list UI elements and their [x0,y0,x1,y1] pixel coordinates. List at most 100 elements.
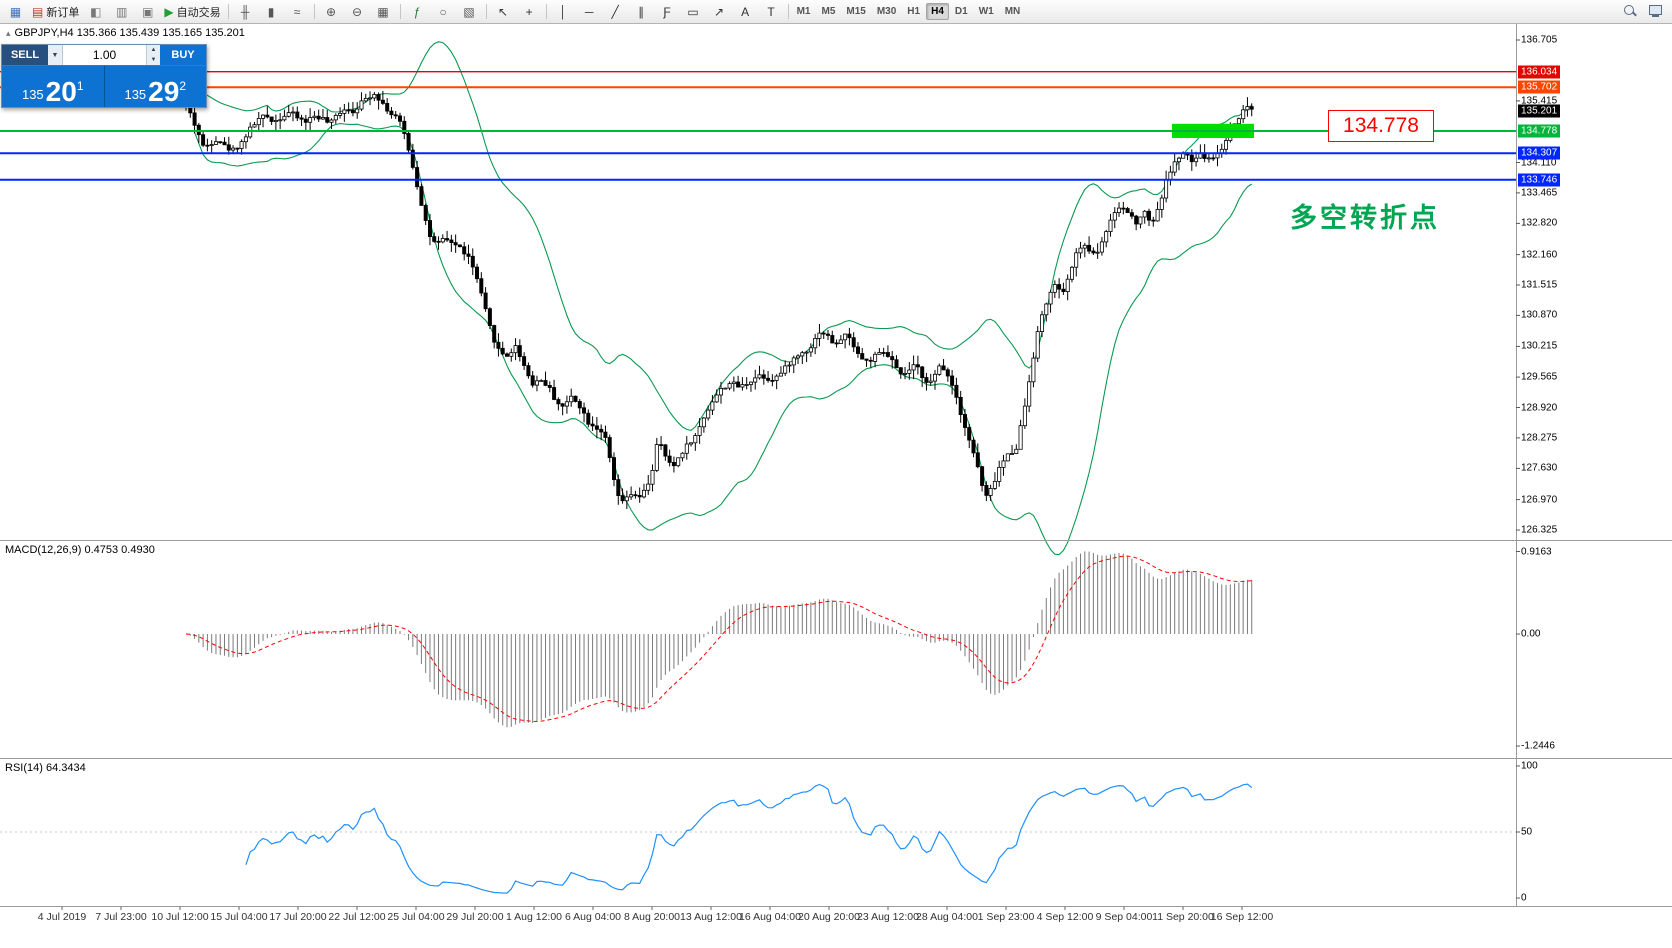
timeframe-m15-button[interactable]: M15 [846,6,866,17]
price-tick-label: 135.415 [1521,95,1558,107]
autotrading-button[interactable]: ▶ 自动交易 [161,2,223,21]
shapes-icon[interactable]: ▭ [681,2,706,21]
one-click-trade-panel[interactable]: SELL ▼ ▲ ▼ BUY 135 20 1 135 29 2 [1,44,207,108]
periods-icon-glyph: ○ [439,4,447,19]
new-order-button[interactable]: ▤ 新订单 [29,2,82,21]
time-axis-label: 23 Aug 12:00 [857,911,919,923]
charts-window-icon-glyph: ◧ [90,4,102,19]
text-icon[interactable]: A [733,2,758,21]
timeframe-h1-button[interactable]: H1 [907,6,921,17]
volume-step-up-icon[interactable]: ▲ [150,47,157,53]
timeframe-h4-button[interactable]: H4 [926,3,949,20]
time-axis-label: 7 Jul 23:00 [95,911,147,923]
terminal-icon[interactable]: ▣ [135,2,160,21]
volume-input[interactable] [63,45,146,65]
toolbar-right-icons [1623,4,1669,19]
channel-icon[interactable]: ∥ [629,2,654,21]
sell-price-big: 20 [45,76,77,108]
search-icon-circle [1624,5,1634,15]
toolbar-separator [227,4,229,19]
trade-panel-top-row: SELL ▼ ▲ ▼ BUY [2,45,206,66]
toolbar-separator [545,4,547,19]
timeframe-w1-button[interactable]: W1 [978,6,994,17]
price-callout-box[interactable]: 134.778 [1328,110,1434,142]
periods-icon[interactable]: ○ [431,2,456,21]
fibonacci-icon-glyph: Ƒ [663,4,671,19]
line-chart-icon[interactable]: ≈ [285,2,310,21]
zoom-out-icon[interactable]: ⊖ [345,2,370,21]
buy-button[interactable]: BUY [160,45,206,65]
timeframe-d1-button[interactable]: D1 [954,6,968,17]
vertical-line-icon-glyph: │ [559,4,567,19]
price-tick-label: 134.110 [1521,157,1557,168]
market-watch-icon[interactable]: ▥ [109,2,134,21]
vertical-line-icon[interactable]: │ [551,2,576,21]
sell-button[interactable]: SELL [2,45,48,65]
sell-price-display[interactable]: 135 20 1 [2,66,105,107]
rsi-axis-label: 50 [1521,826,1533,838]
macd-indicator-label: MACD(12,26,9) 0.4753 0.4930 [5,544,155,556]
time-axis-label: 1 Sep 23:00 [977,911,1035,923]
tile-windows-icon[interactable]: ▦ [371,2,396,21]
trendline-icon[interactable]: ╱ [603,2,628,21]
horizontal-line-icon[interactable]: ─ [577,2,602,21]
time-axis-label: 28 Aug 04:00 [916,911,978,923]
time-axis-label: 20 Aug 20:00 [798,911,860,923]
ohlc-text: GBPJPY,H4 135.366 135.439 135.165 135.20… [14,27,245,39]
ohlc-header: ▴ GBPJPY,H4 135.366 135.439 135.165 135.… [6,27,245,39]
new-order-button-label: 新订单 [46,6,80,19]
volume-dropdown-button[interactable]: ▼ [48,45,63,65]
arrows-icon[interactable]: ↗ [707,2,732,21]
text-label-icon[interactable]: T [759,2,784,21]
price-line-label: 135.702 [1518,80,1561,94]
volume-step-down-icon[interactable]: ▼ [150,57,157,63]
trendline-icon-glyph: ╱ [611,4,619,19]
fibonacci-icon[interactable]: Ƒ [655,2,680,21]
zoom-in-icon[interactable]: ⊕ [319,2,344,21]
timeframe-mn-button[interactable]: MN [1004,6,1021,17]
price-tick-label: 133.465 [1521,187,1558,199]
search-icon-handle [1632,11,1637,17]
text-label-icon-glyph: T [767,4,775,19]
timeframe-m30-button[interactable]: M30 [876,6,897,17]
toolbar-buttons: ▦ ▤ 新订单 ◧ ▥ ▣ ▶ 自动交易 ╫ ▮ ≈ ⊕ ⊖ ▦ ƒ ○ ▧ ↖ + │ ─ ╱ ∥ Ƒ ▭ ↗ A T [3,2,792,21]
crosshair-icon[interactable]: + [517,2,542,21]
current-price-label: 135.201 [1518,104,1561,118]
time-axis-label: 6 Aug 04:00 [564,911,622,923]
cursor-icon[interactable]: ↖ [491,2,516,21]
rsi-axis-label: 100 [1521,760,1538,772]
chart-annotation-text[interactable]: 多空转折点 [1290,203,1440,233]
price-tick-label: 136.705 [1521,34,1558,46]
price-tick-label: 131.515 [1521,279,1558,291]
horizontal-lines-layer[interactable] [0,70,1516,181]
buy-price-display[interactable]: 135 29 2 [104,66,206,108]
timeframe-m1-button[interactable]: M1 [796,6,811,17]
workspace-monitor-icon[interactable] [1648,4,1663,19]
price-tick-label: 130.870 [1521,309,1558,321]
search-icon[interactable] [1623,4,1638,19]
macd-layer [185,551,1253,728]
text-icon-glyph: A [741,4,750,19]
timeframe-m5-button[interactable]: M5 [821,6,836,17]
candlestick-chart-icon[interactable]: ▮ [259,2,284,21]
charts-window-icon[interactable]: ◧ [83,2,108,21]
templates-icon[interactable]: ▧ [457,2,482,21]
buy-price-big: 29 [148,76,180,108]
autotrading-button-glyph: ▶ [164,4,174,19]
bar-chart-icon[interactable]: ╫ [233,2,258,21]
volume-stepper[interactable]: ▲ ▼ [146,45,160,65]
bar-chart-icon-glyph: ╫ [240,4,250,19]
time-axis-label: 17 Jul 20:00 [269,911,327,923]
indicators-icon[interactable]: ƒ [405,2,430,21]
time-axis-label: 16 Aug 04:00 [739,911,801,923]
templates-icon-glyph: ▧ [463,4,475,19]
price-line-label: 134.778 [1518,124,1561,138]
price-tick-label: 129.565 [1521,371,1558,383]
price-line-label: 134.307 [1518,146,1561,160]
toolbar-separator [399,4,401,19]
rsi-axis-label: 0 [1521,892,1527,904]
shapes-icon-glyph: ▭ [687,4,699,19]
app-icon: ▦ [3,2,28,21]
